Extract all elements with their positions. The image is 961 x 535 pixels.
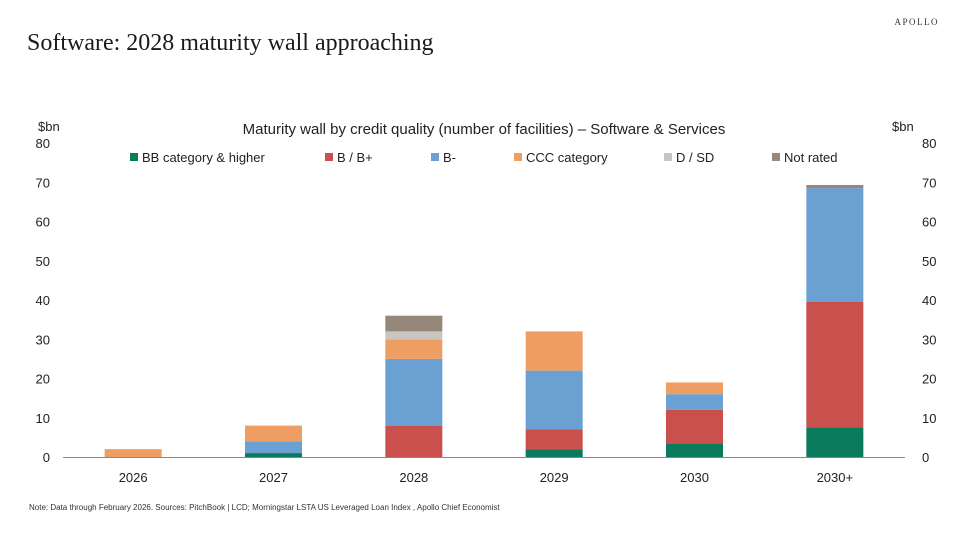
bar-segment — [385, 331, 443, 340]
y-axis-left: 0 10 20 30 40 50 60 70 80 — [36, 136, 50, 465]
bar-segment — [245, 441, 302, 454]
x-axis: 2026 2027 2028 2029 2030 2030+ — [119, 470, 853, 485]
legend-label: D / SD — [676, 150, 714, 165]
x-tick-label: 2030+ — [817, 470, 854, 485]
x-tick-label: 2027 — [259, 470, 288, 485]
chart-title: Maturity wall by credit quality (number … — [243, 121, 726, 138]
bar-segment — [525, 429, 583, 450]
bar-segment — [806, 184, 864, 189]
bar-segment — [525, 331, 583, 371]
y-axis-right: 0 10 20 30 40 50 60 70 80 — [922, 136, 936, 465]
legend-label: B- — [443, 150, 456, 165]
bars — [104, 184, 864, 457]
y-tick-label-left: 80 — [36, 136, 50, 151]
footnote: Note: Data through February 2026. Source… — [29, 503, 500, 512]
x-tick-label: 2028 — [399, 470, 428, 485]
bar-segment — [666, 443, 723, 457]
bar-segment — [385, 339, 443, 359]
bar-segment — [104, 449, 162, 457]
y-tick-label-right: 40 — [922, 293, 936, 308]
bar-segment — [245, 425, 302, 442]
bar-segment — [666, 409, 723, 444]
legend-swatch — [772, 153, 780, 161]
y-tick-label-left: 10 — [36, 411, 50, 426]
legend: BB category & higher B / B+ B- CCC category… — [130, 150, 837, 165]
x-tick-label: 2030 — [680, 470, 709, 485]
y-tick-label-left: 70 — [36, 175, 50, 190]
legend-swatch — [325, 153, 333, 161]
bar-segment — [385, 358, 443, 426]
legend-swatch — [130, 153, 138, 161]
bar-segment — [385, 425, 443, 457]
legend-label: B / B+ — [337, 150, 373, 165]
bar-segment — [806, 188, 864, 302]
legend-label: BB category & higher — [142, 150, 266, 165]
bar-segment — [525, 370, 583, 430]
y-tick-label-right: 10 — [922, 411, 936, 426]
legend-swatch — [431, 153, 439, 161]
y-tick-label-left: 60 — [36, 215, 50, 230]
bar-segment — [245, 453, 302, 457]
y-tick-label-right: 50 — [922, 254, 936, 269]
legend-swatch — [664, 153, 672, 161]
y-axis-label-left: $bn — [38, 119, 60, 134]
legend-label: CCC category — [526, 150, 608, 165]
bar-segment — [385, 315, 443, 332]
bar-segment — [806, 301, 864, 428]
bar-segment — [806, 427, 864, 457]
y-tick-label-left: 0 — [43, 450, 50, 465]
page-title: Software: 2028 maturity wall approaching — [27, 30, 434, 56]
y-tick-label-left: 20 — [36, 372, 50, 387]
y-tick-label-right: 0 — [922, 450, 929, 465]
y-axis-label-right: $bn — [892, 119, 914, 134]
bar-segment — [525, 449, 583, 457]
bar-segment — [666, 382, 723, 395]
y-tick-label-right: 80 — [922, 136, 936, 151]
y-tick-label-left: 40 — [36, 293, 50, 308]
y-tick-label-right: 20 — [922, 372, 936, 387]
x-tick-label: 2026 — [119, 470, 148, 485]
y-tick-label-right: 30 — [922, 332, 936, 347]
brand-logo: APOLLO — [894, 17, 939, 27]
y-tick-label-left: 50 — [36, 254, 50, 269]
x-tick-label: 2029 — [540, 470, 569, 485]
y-tick-label-right: 60 — [922, 215, 936, 230]
legend-label: Not rated — [784, 150, 837, 165]
legend-swatch — [514, 153, 522, 161]
y-tick-label-left: 30 — [36, 332, 50, 347]
bar-segment — [666, 394, 723, 410]
y-tick-label-right: 70 — [922, 175, 936, 190]
